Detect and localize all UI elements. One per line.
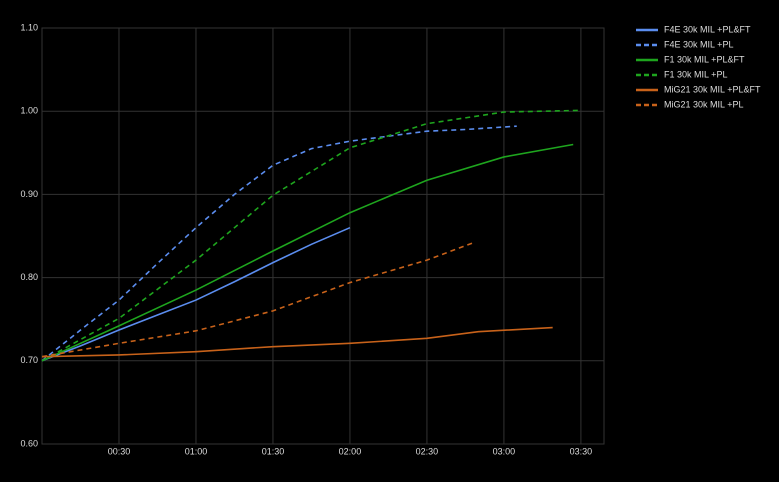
x-tick-label: 01:30 <box>262 446 285 456</box>
x-tick-label: 02:30 <box>416 446 439 456</box>
series-line <box>41 125 517 362</box>
legend-label: F1 30k MIL +PL&FT <box>664 54 745 64</box>
x-tick-label: 02:00 <box>339 446 362 456</box>
series-line <box>41 109 581 362</box>
y-tick-label: 0.70 <box>20 355 38 365</box>
series-line <box>41 326 553 358</box>
y-tick-label: 0.90 <box>20 189 38 199</box>
x-tick-label: 01:00 <box>185 446 208 456</box>
legend-label: F4E 30k MIL +PL <box>664 39 733 49</box>
legend-label: F1 30k MIL +PL <box>664 69 727 79</box>
legend-label: F4E 30k MIL +PL&FT <box>664 24 751 34</box>
legend-label: MiG21 30k MIL +PL&FT <box>664 84 761 94</box>
y-tick-label: 0.80 <box>20 272 38 282</box>
legend-label: MiG21 30k MIL +PL <box>664 99 743 109</box>
x-tick-label: 03:00 <box>493 446 516 456</box>
series-line <box>41 226 351 362</box>
x-tick-label: 00:30 <box>108 446 131 456</box>
y-tick-label: 0.60 <box>20 438 38 448</box>
y-tick-label: 1.10 <box>20 22 38 32</box>
series-line <box>41 143 574 362</box>
x-tick-label: 03:30 <box>570 446 593 456</box>
y-tick-label: 1.00 <box>20 106 38 116</box>
series-line <box>41 241 476 358</box>
